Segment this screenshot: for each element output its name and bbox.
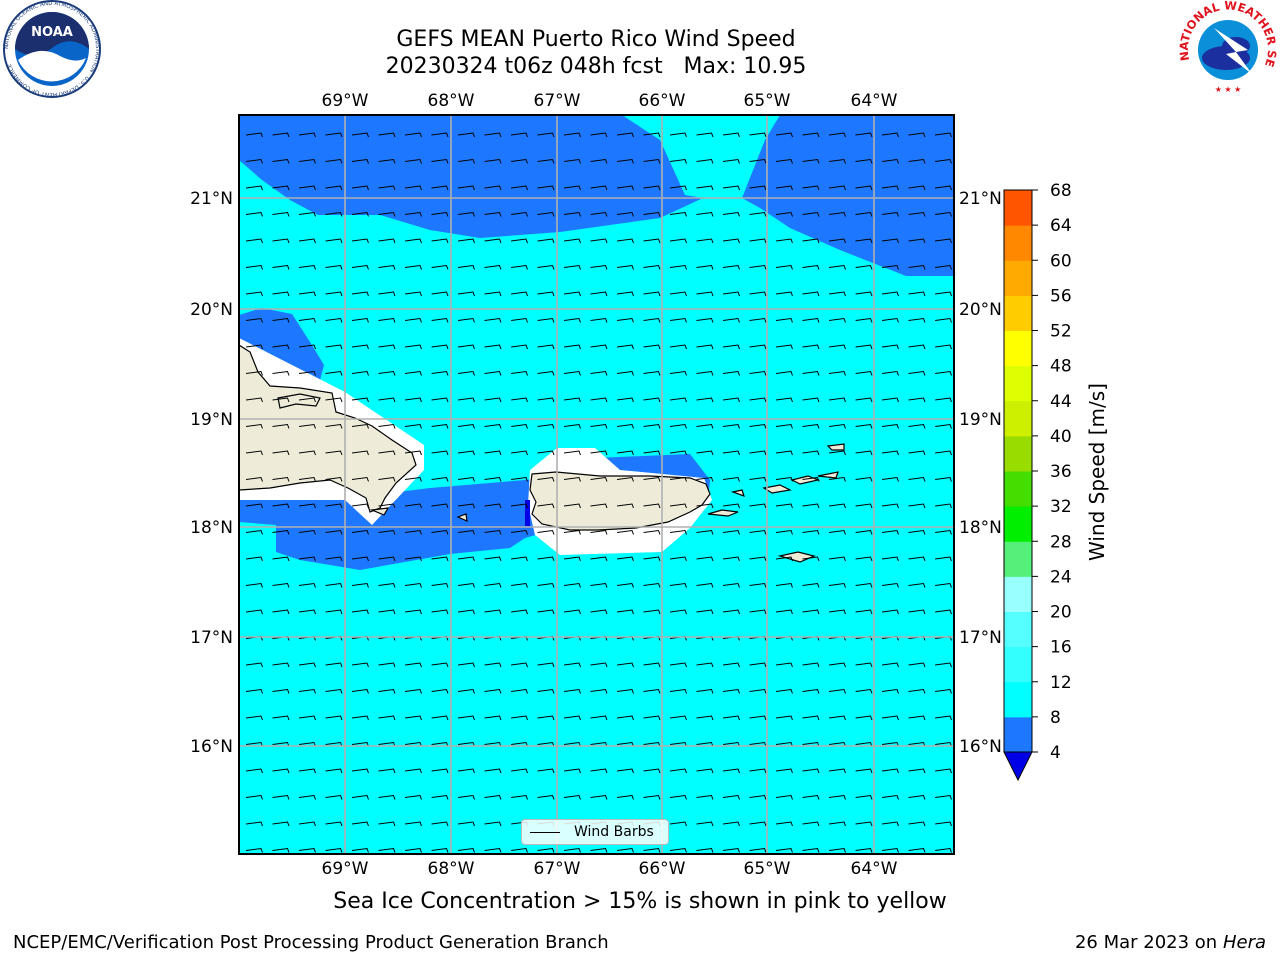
colorbar-tick-label: 52 bbox=[1050, 322, 1072, 342]
colorbar-band bbox=[1004, 646, 1032, 683]
footer-machine: Hera bbox=[1222, 932, 1266, 953]
map-area bbox=[239, 115, 954, 854]
lat-label: 16°N bbox=[190, 737, 233, 757]
colorbar-band bbox=[1004, 681, 1032, 718]
colorbar-band bbox=[1004, 471, 1032, 507]
wind-barbs-legend: Wind Barbs bbox=[521, 819, 669, 845]
lat-label: 18°N bbox=[190, 518, 233, 538]
lon-label: 65°W bbox=[744, 859, 791, 879]
lat-label: 19°N bbox=[959, 410, 1002, 430]
lon-labels-top: 69°W 68°W 67°W 66°W 65°W 64°W bbox=[322, 91, 898, 111]
colorbar-tick-label: 28 bbox=[1050, 532, 1072, 552]
colorbar-band bbox=[1004, 190, 1032, 226]
footer-date: 26 Mar 2023 on Hera bbox=[1075, 932, 1266, 953]
lon-label: 65°W bbox=[744, 91, 791, 111]
colorbar-band bbox=[1004, 541, 1032, 577]
lat-label: 21°N bbox=[959, 189, 1002, 209]
colorbar-tick-label: 4 bbox=[1050, 743, 1061, 763]
sea-ice-note: Sea Ice Concentration > 15% is shown in … bbox=[333, 889, 947, 914]
lat-label: 21°N bbox=[190, 189, 233, 209]
colorbar-tick-label: 32 bbox=[1050, 497, 1072, 517]
lightning-bolt-icon bbox=[1214, 28, 1252, 74]
colorbar-band bbox=[1004, 576, 1032, 612]
colorbar-tick-label: 64 bbox=[1050, 216, 1072, 236]
lat-label: 18°N bbox=[959, 518, 1002, 538]
footer-date-text: 26 Mar 2023 on bbox=[1074, 932, 1218, 953]
colorbar-band bbox=[1004, 295, 1032, 331]
lon-label: 69°W bbox=[322, 859, 369, 879]
wind-barbs bbox=[239, 115, 954, 854]
colorbar-label: Wind Speed [m/s] bbox=[1085, 383, 1109, 561]
lon-label: 68°W bbox=[428, 859, 475, 879]
lat-labels-left: 21°N 20°N 19°N 18°N 17°N 16°N bbox=[190, 189, 233, 757]
lon-label: 66°W bbox=[639, 91, 686, 111]
map-title: GEFS MEAN Puerto Rico Wind Speed bbox=[396, 27, 796, 52]
colorbar-band bbox=[1004, 260, 1032, 296]
noaa-logo-text: NOAA bbox=[31, 25, 73, 40]
lat-label: 20°N bbox=[190, 300, 233, 320]
noaa-logo: NOAA NATIONAL OCEANIC AND ATMOSPHERIC AD… bbox=[3, 0, 101, 98]
map-subtitle: 20230324 t06z 048h fcst Max: 10.95 bbox=[385, 54, 807, 79]
lon-label: 67°W bbox=[534, 91, 581, 111]
colorbar-band bbox=[1004, 611, 1032, 648]
nws-ring-text: NATIONAL WEATHER SERVICE bbox=[0, 0, 1279, 69]
lon-label: 69°W bbox=[322, 91, 369, 111]
colorbar-band bbox=[1004, 365, 1032, 402]
colorbar-band bbox=[1004, 330, 1032, 367]
colorbar-tick-label: 40 bbox=[1050, 427, 1072, 447]
lat-label: 20°N bbox=[959, 300, 1002, 320]
colorbar-extend-triangle bbox=[1003, 751, 1033, 782]
colorbar-band bbox=[1004, 400, 1032, 437]
colorbar-tick-label: 36 bbox=[1050, 462, 1072, 482]
legend-label: Wind Barbs bbox=[574, 824, 654, 840]
lon-label: 66°W bbox=[639, 859, 686, 879]
colorbar-tick-label: 20 bbox=[1050, 603, 1072, 623]
colorbar-tick-label: 12 bbox=[1050, 673, 1072, 693]
colorbar-tick-label: 44 bbox=[1050, 392, 1072, 412]
map-frame bbox=[238, 114, 955, 855]
colorbar-band bbox=[1004, 225, 1032, 261]
lat-label: 17°N bbox=[190, 628, 233, 648]
lat-labels-right: 21°N 20°N 19°N 18°N 17°N 16°N bbox=[959, 189, 1002, 757]
colorbar-tick-label: 8 bbox=[1050, 708, 1061, 728]
colorbar-tick-label: 60 bbox=[1050, 251, 1072, 271]
colorbar-tick-label: 24 bbox=[1050, 567, 1072, 587]
lat-label: 19°N bbox=[190, 410, 233, 430]
colorbar-tick-label: 68 bbox=[1050, 181, 1072, 201]
svg-text:★ ★ ★: ★ ★ ★ bbox=[1215, 85, 1242, 94]
colorbar-band bbox=[1004, 716, 1032, 753]
graticule bbox=[239, 115, 954, 854]
footer-branch: NCEP/EMC/Verification Post Processing Pr… bbox=[13, 932, 609, 953]
lat-label: 17°N bbox=[959, 628, 1002, 648]
lat-label: 16°N bbox=[959, 737, 1002, 757]
colorbar-tick-label: 48 bbox=[1050, 357, 1072, 377]
lon-label: 64°W bbox=[851, 91, 898, 111]
nws-logo: NATIONAL WEATHER SERVICE ★ ★ ★ bbox=[0, 0, 1279, 98]
colorbar-tick-label: 56 bbox=[1050, 286, 1072, 306]
wind-barb-legend-icon bbox=[530, 832, 560, 833]
colorbar-tick-label: 16 bbox=[1050, 638, 1072, 658]
colorbar-band bbox=[1004, 506, 1032, 542]
colorbar-band bbox=[1004, 435, 1032, 472]
lon-label: 68°W bbox=[428, 91, 475, 111]
lon-label: 64°W bbox=[851, 859, 898, 879]
lon-labels-bottom: 69°W 68°W 67°W 66°W 65°W 64°W bbox=[322, 859, 898, 879]
lon-label: 67°W bbox=[534, 859, 581, 879]
